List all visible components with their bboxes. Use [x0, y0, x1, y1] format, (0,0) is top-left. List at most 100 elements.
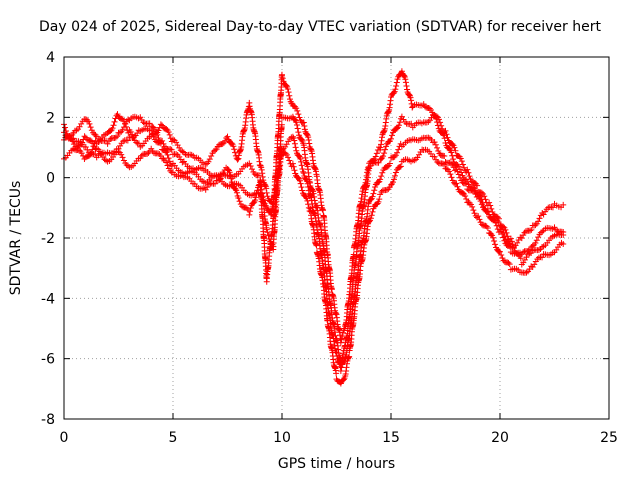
data-point: [259, 170, 266, 177]
data-point: [296, 153, 303, 160]
data-point: [291, 167, 298, 174]
data-point: [220, 169, 227, 176]
data-point: [267, 238, 274, 245]
data-point: [499, 226, 506, 233]
data-point: [167, 146, 174, 153]
data-point: [163, 159, 170, 166]
data-point: [466, 200, 473, 207]
data-point: [498, 252, 505, 259]
data-point: [297, 180, 304, 187]
data-point: [294, 107, 301, 114]
data-point: [365, 163, 372, 170]
data-point: [233, 189, 240, 196]
data-point: [507, 235, 514, 242]
data-point: [549, 204, 556, 211]
data-point: [299, 165, 306, 172]
data-point: [454, 183, 461, 190]
data-point: [368, 212, 375, 219]
data-point: [294, 125, 301, 132]
data-point: [434, 144, 441, 151]
data-point: [298, 162, 305, 169]
data-point: [533, 237, 540, 244]
data-point: [333, 370, 340, 377]
data-point: [506, 240, 513, 247]
data-point: [432, 141, 439, 148]
data-point: [92, 137, 99, 144]
data-point: [124, 137, 131, 144]
data-point: [396, 164, 403, 171]
data-point: [247, 204, 254, 211]
data-point: [505, 259, 512, 266]
data-point: [251, 171, 258, 178]
y-tick-label: 0: [46, 171, 55, 187]
x-tick-label: 25: [600, 430, 618, 446]
data-point: [148, 145, 155, 152]
data-point: [560, 241, 567, 248]
data-point: [558, 231, 565, 238]
data-point: [104, 140, 111, 147]
data-point: [246, 211, 253, 218]
data-point: [81, 133, 88, 140]
data-point: [431, 112, 438, 119]
data-point: [338, 336, 345, 343]
data-point: [284, 86, 291, 93]
data-point: [305, 204, 312, 211]
data-point: [388, 132, 395, 139]
data-point: [123, 123, 130, 130]
data-point: [540, 211, 547, 218]
data-point: [396, 119, 403, 126]
data-point: [293, 121, 300, 128]
data-point: [497, 248, 503, 255]
data-point: [213, 146, 220, 153]
data-point: [367, 196, 374, 203]
data-point: [384, 163, 391, 170]
data-point: [90, 143, 97, 150]
data-point: [532, 240, 539, 247]
data-point: [160, 155, 167, 162]
data-point: [471, 210, 478, 217]
data-point: [447, 171, 454, 178]
data-point: [357, 198, 364, 205]
data-point: [481, 193, 488, 200]
data-point: [254, 187, 261, 194]
data-point: [286, 92, 293, 99]
data-point: [392, 169, 399, 176]
data-point: [408, 97, 415, 104]
data-point: [416, 151, 423, 158]
data-point: [150, 149, 157, 156]
data-point: [78, 150, 85, 157]
data-point: [393, 79, 400, 86]
data-point: [252, 194, 259, 201]
data-point: [441, 135, 448, 142]
data-point: [127, 128, 134, 135]
data-point: [303, 195, 310, 202]
data-point: [228, 179, 235, 186]
data-point: [404, 86, 411, 93]
data-point: [492, 241, 499, 248]
data-point: [497, 223, 504, 230]
data-point: [155, 127, 162, 134]
data-point: [208, 153, 215, 159]
data-point: [283, 151, 290, 158]
data-point: [234, 156, 241, 163]
data-point: [439, 160, 446, 167]
data-point: [451, 144, 458, 151]
data-point: [110, 122, 117, 129]
data-point: [212, 180, 219, 187]
data-point: [369, 193, 376, 200]
data-point: [535, 218, 542, 225]
data-point: [449, 152, 456, 159]
data-point: [293, 105, 300, 112]
data-point: [520, 249, 527, 256]
data-point: [434, 122, 441, 129]
data-point: [263, 185, 270, 192]
data-point: [440, 132, 447, 139]
data-point: [107, 136, 114, 143]
data-point: [448, 174, 455, 181]
data-point: [490, 234, 497, 241]
data-point: [391, 153, 398, 160]
tick-layer: 0 5 10 15 20 25 -8 -6 -4 -2 0 2 4: [41, 50, 618, 446]
data-point: [164, 151, 171, 158]
data-point: [285, 154, 292, 161]
data-point: [390, 176, 397, 183]
